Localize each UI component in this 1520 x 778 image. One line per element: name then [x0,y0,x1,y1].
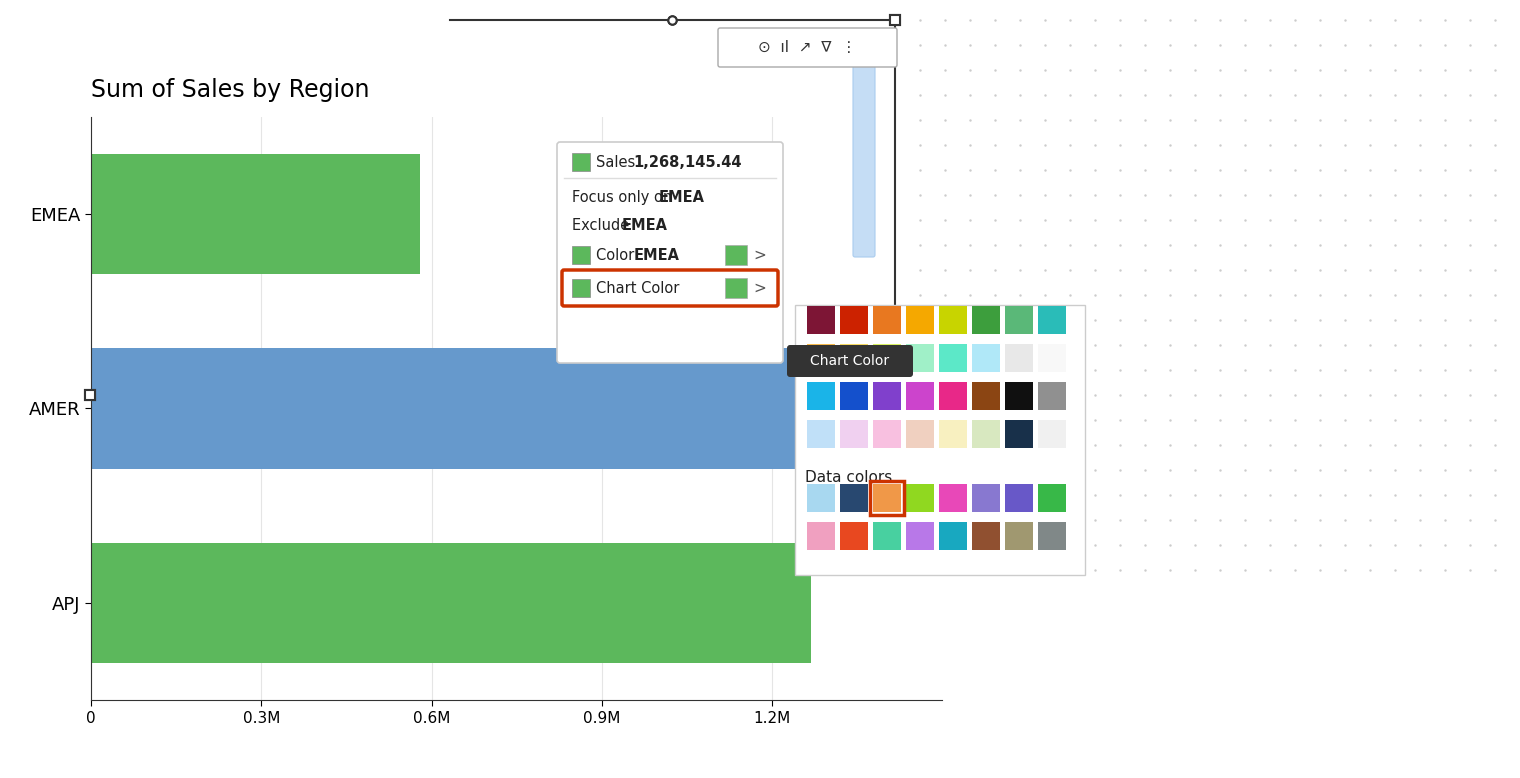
Bar [807,344,834,372]
Bar [807,382,834,410]
Bar [1038,522,1066,550]
Bar [1038,344,1066,372]
Bar [1005,484,1034,512]
FancyBboxPatch shape [562,270,778,306]
Bar [807,522,834,550]
Bar [971,382,1000,410]
FancyBboxPatch shape [795,305,1085,575]
Bar [869,481,904,515]
FancyBboxPatch shape [556,142,783,363]
Bar [872,522,901,550]
Text: Color: Color [596,247,638,262]
Text: EMEA: EMEA [622,218,667,233]
Bar [1038,306,1066,334]
Bar [1038,382,1066,410]
Bar [971,484,1000,512]
Bar [872,344,901,372]
Text: Chart Color: Chart Color [596,281,679,296]
FancyBboxPatch shape [853,63,876,257]
Bar [1005,420,1034,448]
Bar [841,344,868,372]
Bar [939,306,967,334]
Bar [1005,382,1034,410]
Bar [872,484,901,512]
Bar [906,420,933,448]
Bar [939,382,967,410]
Bar [91,154,421,275]
Bar [841,306,868,334]
FancyBboxPatch shape [787,345,914,377]
Bar [841,484,868,512]
Bar [725,278,746,298]
Text: ⊙  ıl  ↗  ∇  ⋮: ⊙ ıl ↗ ∇ ⋮ [758,40,857,55]
Bar [939,522,967,550]
Bar [1038,420,1066,448]
Text: EMEA: EMEA [658,190,705,205]
Text: >: > [754,247,766,262]
Bar [971,522,1000,550]
Bar [872,420,901,448]
Bar [939,484,967,512]
Bar [91,543,810,663]
Bar [872,382,901,410]
Bar [906,382,933,410]
Bar [906,306,933,334]
Bar [1005,306,1034,334]
Bar [807,306,834,334]
Bar [572,153,590,171]
Bar [807,484,834,512]
Bar [971,420,1000,448]
Bar [906,522,933,550]
Text: Sales: Sales [596,155,640,170]
Bar [841,382,868,410]
Bar [1005,344,1034,372]
Text: Sum of Sales by Region: Sum of Sales by Region [91,79,369,102]
Bar [906,484,933,512]
Text: Chart Color: Chart Color [810,354,889,368]
Text: Exclude: Exclude [572,218,634,233]
Bar [572,279,590,297]
Bar [971,306,1000,334]
Bar [939,344,967,372]
Bar [1038,484,1066,512]
Bar [91,349,886,468]
Bar [807,420,834,448]
Text: EMEA: EMEA [634,247,679,262]
Text: 1,268,145.44: 1,268,145.44 [634,155,742,170]
Text: Focus only on: Focus only on [572,190,676,205]
FancyBboxPatch shape [717,28,897,67]
Bar [906,344,933,372]
Bar [939,420,967,448]
Text: >: > [754,281,766,296]
Text: Data colors: Data colors [806,470,892,485]
Bar [572,246,590,264]
Bar [725,245,746,265]
Bar [872,306,901,334]
Bar [971,344,1000,372]
Bar [841,522,868,550]
Bar [841,420,868,448]
Bar [1005,522,1034,550]
